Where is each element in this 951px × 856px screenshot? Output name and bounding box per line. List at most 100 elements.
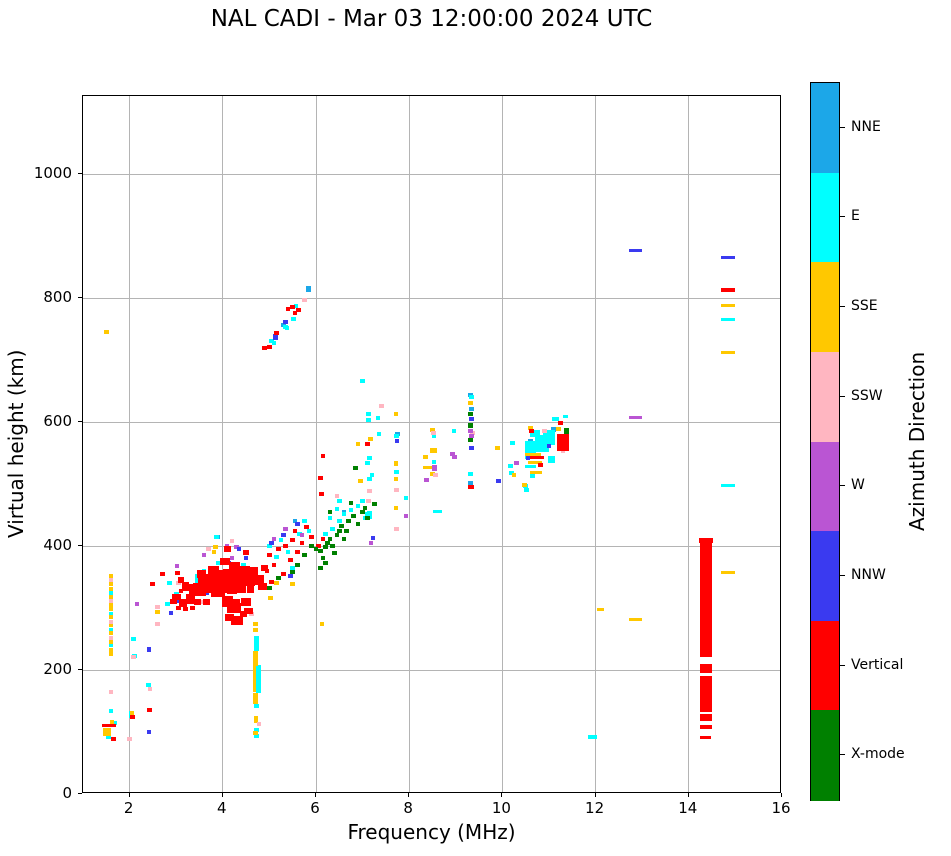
colorbar-label-nnw: NNW <box>851 566 886 583</box>
data-point-sse <box>108 647 114 652</box>
data-point-sse <box>253 650 258 666</box>
x-tick-label: 14 <box>678 799 698 817</box>
data-point-vertical <box>276 547 282 552</box>
data-point-x-mode <box>364 516 370 521</box>
data-point-ssw <box>199 599 205 604</box>
data-point-sse <box>108 639 114 644</box>
data-point-sse <box>528 426 533 431</box>
data-point-e <box>284 325 290 330</box>
data-point-w <box>224 544 230 549</box>
data-point-sse <box>213 545 219 550</box>
colorbar-tick <box>840 485 845 487</box>
data-point-vertical <box>292 310 298 315</box>
x-axis-label: Frequency (MHz) <box>347 820 516 844</box>
data-point-nne <box>292 519 298 524</box>
data-point-vertical <box>699 714 713 722</box>
data-point-e <box>108 611 114 616</box>
data-point-x-mode <box>563 427 569 434</box>
data-point-e <box>451 429 457 434</box>
data-point-sse <box>393 506 399 511</box>
data-point-sse <box>108 582 114 587</box>
data-point-nnw <box>468 446 474 451</box>
data-point-vertical <box>227 603 242 613</box>
data-point-sse <box>274 581 279 586</box>
data-point-e <box>291 317 296 322</box>
x-tick-label: 6 <box>310 799 320 817</box>
data-point-sse <box>108 623 114 628</box>
data-point-sse <box>430 471 435 476</box>
data-point-e <box>403 496 409 501</box>
data-point-e <box>165 602 171 607</box>
data-point-e <box>254 734 259 739</box>
data-point-vertical <box>190 606 195 611</box>
data-point-vertical <box>299 540 305 545</box>
data-point-e <box>269 338 275 343</box>
data-point-vertical <box>261 564 269 571</box>
data-point-e <box>254 703 260 708</box>
colorbar-tick <box>840 306 845 308</box>
data-point-ssw <box>366 498 371 503</box>
data-point-e <box>253 635 260 651</box>
data-point-vertical <box>202 598 210 605</box>
data-point-sse <box>495 446 501 451</box>
data-point-sse <box>108 574 114 579</box>
chart-title: NAL CADI - Mar 03 12:00:00 2024 UTC <box>210 6 653 32</box>
data-point-vertical <box>699 675 713 712</box>
colorbar-segment-nne <box>811 83 839 174</box>
gridline-y <box>83 669 780 671</box>
gridline-x <box>595 96 597 792</box>
x-tick <box>408 793 410 797</box>
data-point-sse <box>511 473 517 478</box>
data-point-e <box>108 590 114 595</box>
data-point-w <box>452 455 457 460</box>
data-point-x-mode <box>353 465 358 470</box>
data-point-vertical <box>241 598 251 606</box>
data-point-e <box>364 460 370 465</box>
data-point-vertical <box>309 534 314 539</box>
data-point-nnw <box>628 248 642 252</box>
data-point-vertical <box>178 599 188 607</box>
data-point-e <box>329 526 335 531</box>
data-point-ssw <box>378 403 384 408</box>
gridline-y <box>83 545 780 547</box>
data-point-sse <box>628 617 642 621</box>
data-point-vertical <box>230 616 243 625</box>
data-point-nnw <box>394 438 400 443</box>
data-point-x-mode <box>468 423 474 429</box>
data-point-nnw <box>273 334 278 341</box>
data-point-vertical <box>538 462 543 467</box>
colorbar-tick <box>840 216 845 218</box>
data-point-vertical <box>221 596 234 608</box>
data-point-vertical <box>150 582 155 587</box>
data-point-ssw <box>229 539 235 544</box>
data-point-vertical <box>185 593 195 604</box>
x-tick-label: 16 <box>771 799 791 817</box>
data-point-vertical <box>292 528 298 533</box>
colorbar-segment-nnw <box>811 531 839 622</box>
data-point-w <box>229 556 235 561</box>
data-point-sse <box>596 608 604 612</box>
colorbar-label-w: W <box>851 477 865 494</box>
gridline-x <box>501 96 503 792</box>
data-point-vertical <box>468 484 474 490</box>
data-point-e <box>587 735 597 739</box>
data-point-vertical <box>197 570 207 578</box>
data-point-e <box>285 550 291 555</box>
data-point-sse <box>108 631 114 636</box>
data-point-e <box>254 728 259 733</box>
x-tick-label: 2 <box>123 799 134 817</box>
data-point-vertical <box>700 736 711 740</box>
gridline-y <box>83 421 780 423</box>
data-point-e <box>468 472 474 477</box>
data-point-nnw <box>546 444 552 449</box>
data-point-vertical <box>530 455 545 459</box>
colorbar-segment-ssw <box>811 351 839 442</box>
data-point-x-mode <box>362 505 368 510</box>
data-point-ssw <box>542 429 547 434</box>
data-point-sse <box>721 304 736 308</box>
data-point-vertical <box>223 546 231 553</box>
data-point-x-mode <box>346 519 351 524</box>
colorbar-tick <box>840 574 845 576</box>
y-tick <box>78 173 82 175</box>
data-point-sse <box>530 470 542 474</box>
